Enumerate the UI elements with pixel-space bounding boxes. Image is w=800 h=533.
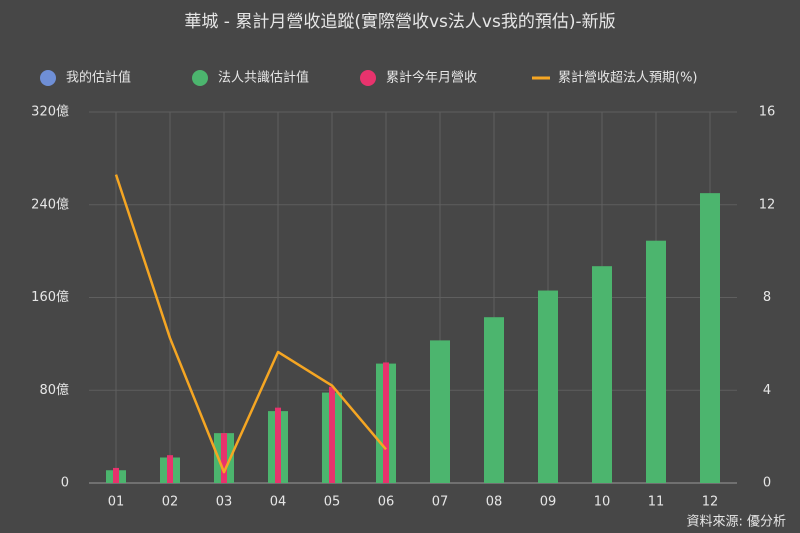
y-tick-label: 0	[61, 476, 69, 491]
x-tick-label: 03	[216, 495, 233, 510]
y2-tick-label: 8	[763, 290, 771, 305]
legend-swatch	[192, 70, 208, 86]
y2-tick-label: 16	[759, 105, 776, 120]
y-tick-label: 80億	[39, 382, 69, 398]
x-tick-label: 10	[594, 495, 611, 510]
y-tick-label: 240億	[31, 196, 69, 212]
bar	[113, 467, 119, 483]
legend-swatch	[360, 70, 376, 86]
bar	[221, 433, 227, 483]
x-tick-label: 05	[324, 495, 341, 510]
bar	[167, 455, 173, 483]
legend-swatch	[40, 70, 56, 86]
line	[114, 174, 387, 474]
source-note: 資料來源: 優分析	[686, 515, 786, 530]
x-tick-label: 08	[486, 495, 503, 510]
bar	[538, 290, 558, 483]
legend-label: 我的估計值	[66, 70, 131, 86]
x-tick-label: 04	[270, 495, 287, 510]
bar	[484, 317, 504, 483]
bar	[329, 386, 335, 483]
x-tick-label: 12	[702, 495, 719, 510]
x-tick-label: 11	[648, 495, 665, 510]
bar	[275, 407, 281, 483]
bar	[646, 240, 666, 483]
x-tick-label: 07	[432, 495, 449, 510]
bar	[383, 362, 389, 483]
legend-label: 法人共識估計值	[218, 70, 309, 86]
y2-tick-label: 4	[763, 383, 771, 398]
bar	[430, 340, 450, 483]
y-tick-label: 160億	[31, 289, 69, 305]
y-tick-label: 320億	[31, 104, 69, 120]
legend-label: 累計今年月營收	[386, 70, 477, 86]
x-tick-label: 06	[378, 495, 395, 510]
legend-label: 累計營收超法人預期(%)	[558, 70, 698, 86]
y2-tick-label: 12	[759, 197, 776, 212]
bar	[592, 266, 612, 483]
bar	[700, 193, 720, 483]
chart-title: 華城 - 累計月營收追蹤(實際營收vs法人vs我的預估)-新版	[184, 12, 615, 32]
x-tick-label: 02	[162, 495, 179, 510]
x-tick-label: 01	[108, 495, 125, 510]
y2-tick-label: 0	[763, 476, 771, 491]
x-tick-label: 09	[540, 495, 557, 510]
